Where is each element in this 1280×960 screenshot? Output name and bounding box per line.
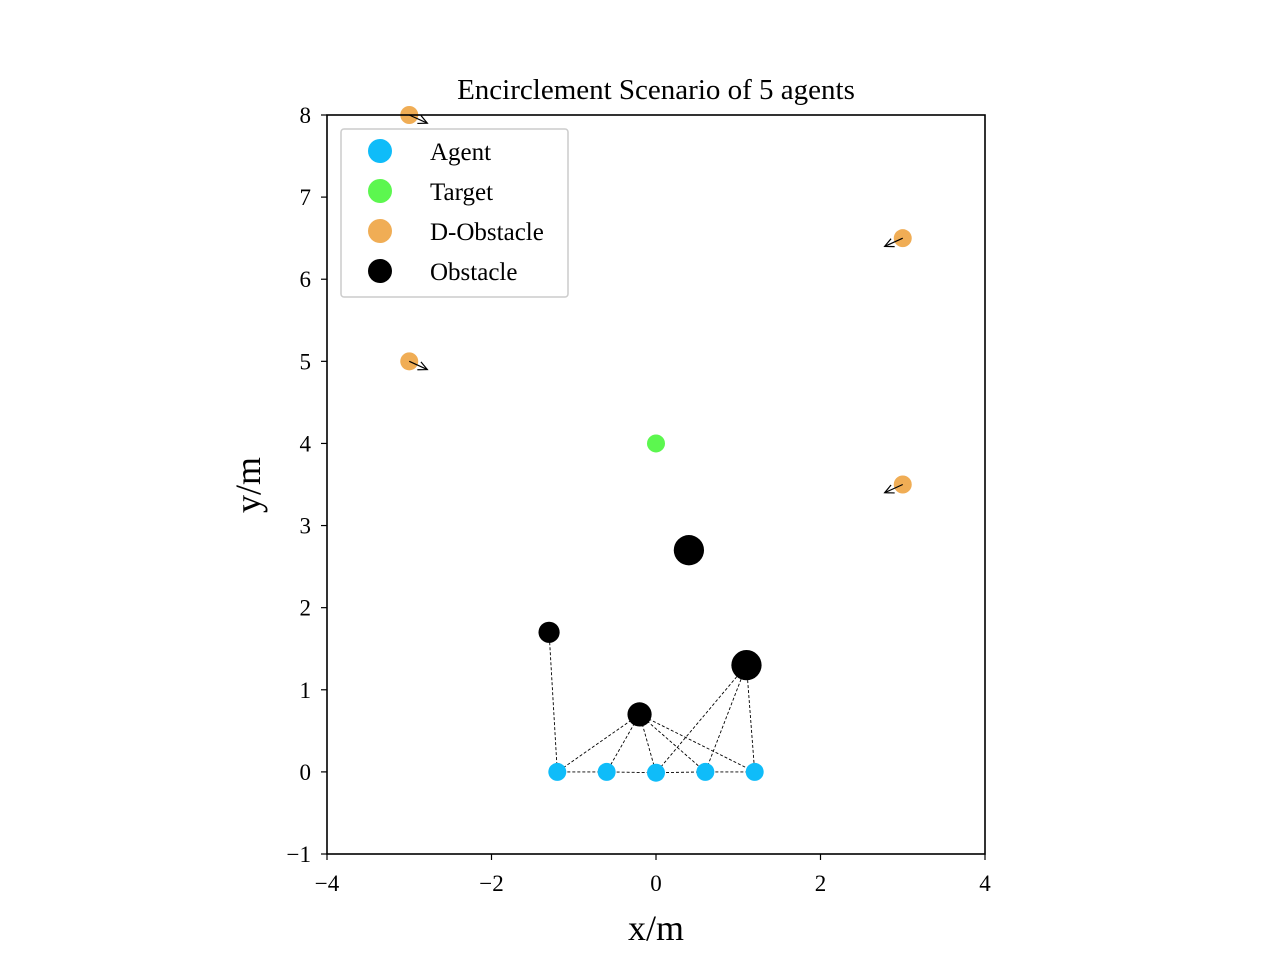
velocity-arrow [884,483,903,494]
agent-point [745,762,764,781]
agent-point [597,762,616,781]
link-line [639,714,755,773]
target-point [647,434,665,453]
arrow-head-icon [417,361,429,371]
agent-point [696,762,715,781]
y-tick-label: 5 [300,349,312,374]
legend-marker-icon [368,179,392,203]
chart-title: Encirclement Scenario of 5 agents [457,74,855,106]
x-tick-label: −2 [479,871,503,896]
y-tick-label: 0 [300,760,312,785]
link-line [548,632,558,772]
velocity-arrow [409,360,428,371]
legend: Agent Target D-Obstacle Obstacle [340,128,569,298]
agent-point [548,762,567,781]
y-tick-label: 2 [300,596,312,621]
link-line [639,714,706,773]
y-tick-label: 6 [300,267,312,292]
x-tick-label: −4 [315,871,340,896]
legend-label: Target [430,179,493,206]
y-tick-label: 8 [300,103,312,128]
arrow-head-icon [417,115,429,125]
legend-marker-icon [368,219,392,243]
legend-label: D-Obstacle [430,219,544,246]
x-tick-label: 4 [979,871,991,896]
y-tick-label: 1 [300,678,312,703]
obstacle-point [538,621,560,643]
obstacle-point [673,535,705,566]
y-axis-label: y/m [228,457,268,513]
link-line [746,665,756,772]
legend-marker-icon [368,139,392,163]
velocity-arrow [409,114,428,124]
y-tick-label: 7 [300,185,312,210]
y-tick-label: 3 [300,514,312,539]
legend-label: Agent [430,139,491,166]
obstacle-point [731,650,762,681]
link-line [557,714,640,773]
x-axis-label: x/m [628,908,684,948]
arrow-head-icon [883,484,895,494]
y-tick-label: 4 [300,431,312,456]
x-tick-label: 0 [650,871,662,896]
y-tick-label: −1 [287,842,311,867]
x-tick-label: 2 [815,871,827,896]
velocity-arrow [884,237,903,247]
link-line [655,664,747,773]
obstacle-point [627,702,652,727]
agent-point [647,763,665,782]
legend-label: Obstacle [430,259,517,286]
legend-marker-icon [368,259,392,283]
arrow-head-icon [883,238,895,248]
link-line [704,664,747,773]
legend-box [340,128,569,298]
